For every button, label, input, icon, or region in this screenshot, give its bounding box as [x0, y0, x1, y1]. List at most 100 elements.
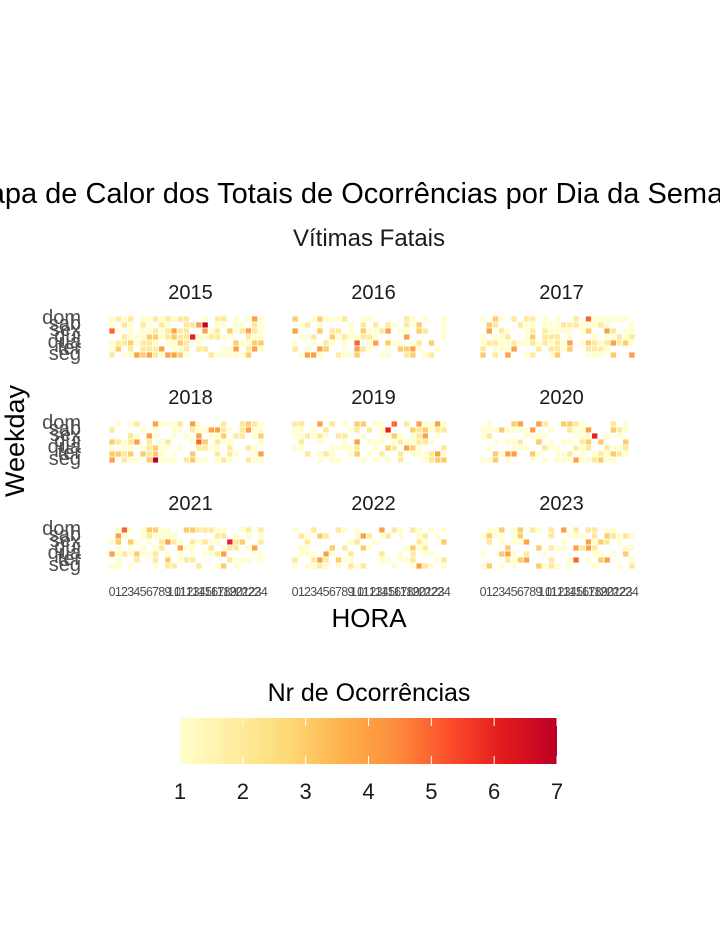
- y-tick-label: qui: [54, 325, 81, 347]
- heatmap-cell: [409, 562, 417, 570]
- heatmap-cell: [334, 456, 342, 464]
- x-tick-label: 4: [504, 585, 511, 599]
- heatmap-cell: [504, 345, 512, 353]
- heatmap-cell: [341, 438, 349, 446]
- heatmap-cell: [572, 420, 580, 428]
- heatmap-cell: [409, 450, 417, 458]
- heatmap-cell: [541, 456, 549, 464]
- heatmap-cell: [170, 456, 178, 464]
- heatmap-cell: [603, 345, 611, 353]
- heatmap-cell: [378, 327, 386, 335]
- heatmap-cell: [328, 420, 336, 428]
- facet-panel-2017: 2017: [479, 282, 636, 359]
- heatmap-cell: [504, 544, 512, 552]
- heatmap-cell: [310, 339, 318, 347]
- heatmap-cell: [257, 333, 265, 341]
- heatmap-cell: [244, 420, 252, 428]
- heatmap-cell: [189, 450, 197, 458]
- heatmap-cell: [504, 339, 512, 347]
- heatmap-cell: [213, 532, 221, 540]
- facet-strip-label: 2023: [539, 493, 584, 515]
- heatmap-cell: [541, 315, 549, 323]
- heatmap-cell: [291, 432, 299, 440]
- heatmap-cell: [322, 556, 330, 564]
- heatmap-cell: [121, 550, 129, 558]
- heatmap-cell: [328, 550, 336, 558]
- heatmap-cell: [396, 526, 404, 534]
- heatmap-cell: [232, 562, 240, 570]
- heatmap-cell: [145, 351, 153, 359]
- heatmap-cell: [121, 532, 129, 540]
- heatmap-cell: [170, 426, 178, 434]
- heatmap-cell: [541, 550, 549, 558]
- heatmap-cell: [427, 456, 435, 464]
- heatmap-cell: [585, 526, 593, 534]
- heatmap-cell: [127, 538, 135, 546]
- x-tick-label: 1: [115, 585, 122, 599]
- heatmap-cell: [384, 456, 392, 464]
- heatmap-cell: [341, 556, 349, 564]
- heatmap-cell: [378, 432, 386, 440]
- heatmap-cell: [151, 351, 159, 359]
- heatmap-cell: [291, 526, 299, 534]
- heatmap-cell: [421, 438, 429, 446]
- heatmap-cell: [297, 444, 305, 452]
- heatmap-cell: [238, 432, 246, 440]
- heatmap-cell: [133, 339, 141, 347]
- heatmap-cell: [415, 562, 423, 570]
- heatmap-cell: [365, 438, 373, 446]
- heatmap-cell: [591, 432, 599, 440]
- heatmap-cell: [554, 544, 562, 552]
- heatmap-cell: [151, 333, 159, 341]
- heatmap-cell: [226, 351, 234, 359]
- x-tick-label: 10: [167, 585, 181, 599]
- heatmap-cell: [491, 321, 499, 329]
- heatmap-cell: [409, 315, 417, 323]
- heatmap-cell: [491, 456, 499, 464]
- heatmap-cell: [510, 438, 518, 446]
- heatmap-cell: [434, 556, 442, 564]
- y-tick-label: dom: [42, 518, 81, 540]
- heatmap-cell: [145, 345, 153, 353]
- heatmap-cell: [578, 438, 586, 446]
- heatmap-cell: [510, 426, 518, 434]
- heatmap-cell: [403, 333, 411, 341]
- heatmap-cell: [145, 532, 153, 540]
- x-tick-label: 1: [486, 585, 493, 599]
- heatmap-cell: [127, 550, 135, 558]
- heatmap-cell: [421, 432, 429, 440]
- x-tick-label: 19: [406, 585, 420, 599]
- heatmap-cell: [322, 432, 330, 440]
- heatmap-cell: [158, 450, 166, 458]
- heatmap-cell: [226, 345, 234, 353]
- heatmap-cell: [251, 444, 259, 452]
- heatmap-cell: [591, 333, 599, 341]
- heatmap-cell: [201, 550, 209, 558]
- heatmap-cell: [291, 339, 299, 347]
- heatmap-cell: [114, 544, 122, 552]
- heatmap-cell: [310, 556, 318, 564]
- heatmap-cell: [158, 351, 166, 359]
- x-tick-label: 7: [335, 585, 342, 599]
- heatmap-cell: [566, 327, 574, 335]
- heatmap-cell: [303, 538, 311, 546]
- y-tick-label: qua: [48, 331, 82, 353]
- heatmap-cell: [547, 426, 555, 434]
- heatmap-cell: [427, 339, 435, 347]
- x-tick-label: 6: [146, 585, 153, 599]
- heatmap-cell: [440, 444, 448, 452]
- heatmap-cell: [421, 426, 429, 434]
- heatmap-cell: [334, 556, 342, 564]
- heatmap-cell: [535, 562, 543, 570]
- heatmap-cell: [485, 532, 493, 540]
- heatmap-cell: [491, 450, 499, 458]
- heatmap-cell: [244, 345, 252, 353]
- heatmap-cell: [353, 538, 361, 546]
- heatmap-cell: [427, 550, 435, 558]
- heatmap-cell: [427, 526, 435, 534]
- x-tick-label: 16: [575, 585, 589, 599]
- heatmap-cell: [164, 438, 172, 446]
- heatmap-cell: [560, 438, 568, 446]
- heatmap-cell: [440, 327, 448, 335]
- heatmap-cell: [529, 333, 537, 341]
